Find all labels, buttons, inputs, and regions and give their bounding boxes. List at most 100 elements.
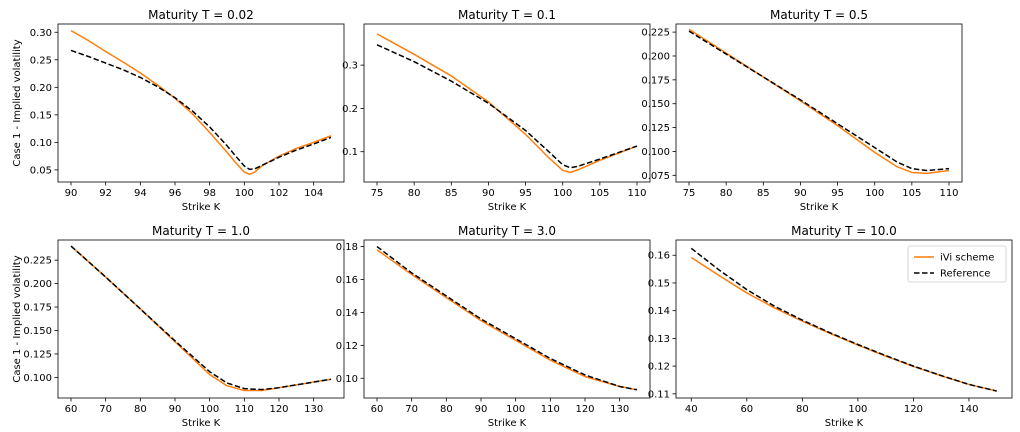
- series-line-reference: [376, 44, 638, 169]
- x-tick-label: 105: [902, 188, 921, 199]
- x-axis-label: Strike K: [800, 202, 839, 213]
- axes-frame: [363, 23, 651, 183]
- x-tick-label: 70: [405, 404, 418, 415]
- x-tick-label: 140: [959, 404, 978, 415]
- x-axis-label: Strike K: [488, 202, 527, 213]
- y-tick-label: 0.20: [30, 83, 52, 94]
- axes-frame: [675, 23, 963, 183]
- x-tick-label: 110: [939, 188, 958, 199]
- series-group: [688, 28, 950, 175]
- y-tick-label: 0.200: [641, 51, 670, 62]
- x-tick-label: 90: [482, 188, 495, 199]
- y-tick-label: 0.30: [30, 28, 52, 39]
- y-tick-label: 0.125: [641, 123, 670, 134]
- x-tick-label: 130: [610, 404, 629, 415]
- x-tick-label: 100: [848, 404, 867, 415]
- y-tick-label: 0.12: [648, 362, 670, 373]
- y-tick-label: 0.10: [336, 374, 358, 385]
- x-tick-label: 110: [541, 404, 560, 415]
- x-tick-label: 95: [519, 188, 532, 199]
- y-tick-label: 0.16: [336, 275, 358, 286]
- x-tick-label: 60: [65, 404, 78, 415]
- axes-frame: [363, 239, 651, 399]
- y-tick-label: 0.13: [648, 334, 670, 345]
- x-tick-label: 85: [757, 188, 770, 199]
- y-tick-label: 0.3: [342, 61, 358, 72]
- x-tick-label: 102: [269, 188, 288, 199]
- subplot-2: 75 80 85 90 95 100 105 110 0.1 0.2 0.3 Maturity T =…: [342, 8, 651, 213]
- axes-frame: [57, 239, 345, 399]
- subplot-grid: 90 92 94 96 98 100 102 104 0.05 0.10 0.15 0.20 0.25 0…: [12, 8, 1013, 429]
- y-tick-label: 0.175: [641, 75, 670, 86]
- x-tick-label: 100: [506, 404, 525, 415]
- series-line-ivi-scheme: [376, 249, 638, 391]
- y-tick-label: 0.12: [336, 341, 358, 352]
- y-tick-label: 0.1: [342, 147, 358, 158]
- x-tick-label: 80: [134, 404, 147, 415]
- subplot-title: Maturity T = 0.1: [458, 8, 556, 22]
- x-axis-label: Strike K: [182, 202, 221, 213]
- subplot-title: Maturity T = 0.5: [770, 8, 868, 22]
- y-tick-label: 0.10: [30, 138, 52, 149]
- x-tick-label: 95: [831, 188, 844, 199]
- series-group: [70, 245, 332, 392]
- x-tick-label: 80: [720, 188, 733, 199]
- x-tick-label: 104: [304, 188, 323, 199]
- y-tick-label: 0.14: [648, 306, 670, 317]
- legend-label: iVi scheme: [940, 253, 994, 264]
- x-tick-label: 120: [904, 404, 923, 415]
- x-tick-label: 70: [99, 404, 112, 415]
- subplot-4: 60 70 80 90 100 110 120 130 0.100 0.125 0.150 0.175…: [12, 224, 345, 429]
- subplot-1: 90 92 94 96 98 100 102 104 0.05 0.10 0.15 0.20 0.25 0…: [12, 8, 345, 213]
- x-tick-label: 80: [796, 404, 809, 415]
- series-line-ivi-scheme: [688, 28, 950, 175]
- x-tick-label: 80: [440, 404, 453, 415]
- y-tick-label: 0.18: [336, 242, 358, 253]
- x-tick-label: 98: [203, 188, 216, 199]
- series-line-ivi-scheme: [376, 33, 638, 174]
- subplot-6: 40 60 80 100 120 140 0.11 0.12 0.13 0.14 0.15 0.16 M…: [648, 224, 1013, 429]
- y-axis-label: Case 1 - Implied volatility: [12, 255, 23, 382]
- series-group: [70, 29, 332, 176]
- x-tick-label: 90: [794, 188, 807, 199]
- x-tick-label: 85: [445, 188, 458, 199]
- y-tick-label: 0.075: [641, 171, 670, 182]
- subplot-title: Maturity T = 0.02: [148, 8, 254, 22]
- series-line-ivi-scheme: [70, 245, 332, 392]
- x-tick-label: 120: [269, 404, 288, 415]
- x-tick-label: 94: [134, 188, 147, 199]
- x-tick-label: 90: [65, 188, 78, 199]
- x-tick-label: 60: [740, 404, 753, 415]
- series-group: [376, 33, 638, 174]
- series-line-reference: [690, 247, 997, 392]
- legend: iVi scheme Reference: [907, 245, 1007, 283]
- series-line-reference: [70, 245, 332, 391]
- y-tick-label: 0.150: [23, 326, 52, 337]
- x-tick-label: 96: [169, 188, 182, 199]
- x-tick-label: 90: [475, 404, 488, 415]
- x-axis-label: Strike K: [488, 418, 527, 429]
- x-tick-label: 75: [371, 188, 384, 199]
- x-tick-label: 75: [683, 188, 696, 199]
- series-line-reference: [70, 49, 332, 171]
- y-tick-label: 0.25: [30, 55, 52, 66]
- legend-label: Reference: [940, 269, 990, 280]
- y-axis-label: Case 1 - Implied volatility: [12, 39, 23, 166]
- x-tick-label: 130: [304, 404, 323, 415]
- y-tick-label: 0.15: [30, 110, 52, 121]
- y-tick-label: 0.14: [336, 308, 358, 319]
- x-tick-label: 110: [235, 404, 254, 415]
- axes-frame: [57, 23, 345, 183]
- x-tick-label: 100: [553, 188, 572, 199]
- y-tick-label: 0.125: [23, 349, 52, 360]
- subplot-title: Maturity T = 1.0: [152, 224, 250, 238]
- axes-frame: [675, 239, 1013, 399]
- series-line-ivi-scheme: [70, 29, 332, 176]
- series-group: [376, 245, 638, 391]
- subplot-3: 75 80 85 90 95 100 105 110 0.075 0.100 0.125 0.150 0…: [641, 8, 963, 213]
- y-tick-label: 0.16: [648, 251, 670, 262]
- x-tick-label: 100: [865, 188, 884, 199]
- series-line-reference: [688, 30, 950, 172]
- x-tick-label: 100: [200, 404, 219, 415]
